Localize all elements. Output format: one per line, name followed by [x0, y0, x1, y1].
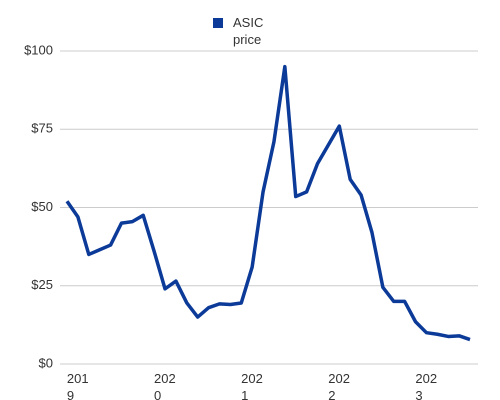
- y-tick-label: $50: [31, 199, 53, 214]
- y-tick-label: $100: [24, 42, 53, 57]
- legend-label: ASIC price: [233, 15, 264, 47]
- x-tick-label: 2021: [241, 371, 263, 400]
- x-tick-label: 2020: [154, 371, 176, 400]
- y-tick-label: $75: [31, 121, 53, 136]
- x-tick-label: 2023: [415, 371, 438, 400]
- line: [65, 64, 471, 342]
- y-tick-label: $25: [31, 277, 53, 292]
- y-tick-label: $0: [39, 355, 53, 370]
- x-tick-label: 2022: [328, 371, 350, 400]
- legend-swatch: [213, 18, 223, 28]
- x-tick-label: 2019: [66, 371, 89, 400]
